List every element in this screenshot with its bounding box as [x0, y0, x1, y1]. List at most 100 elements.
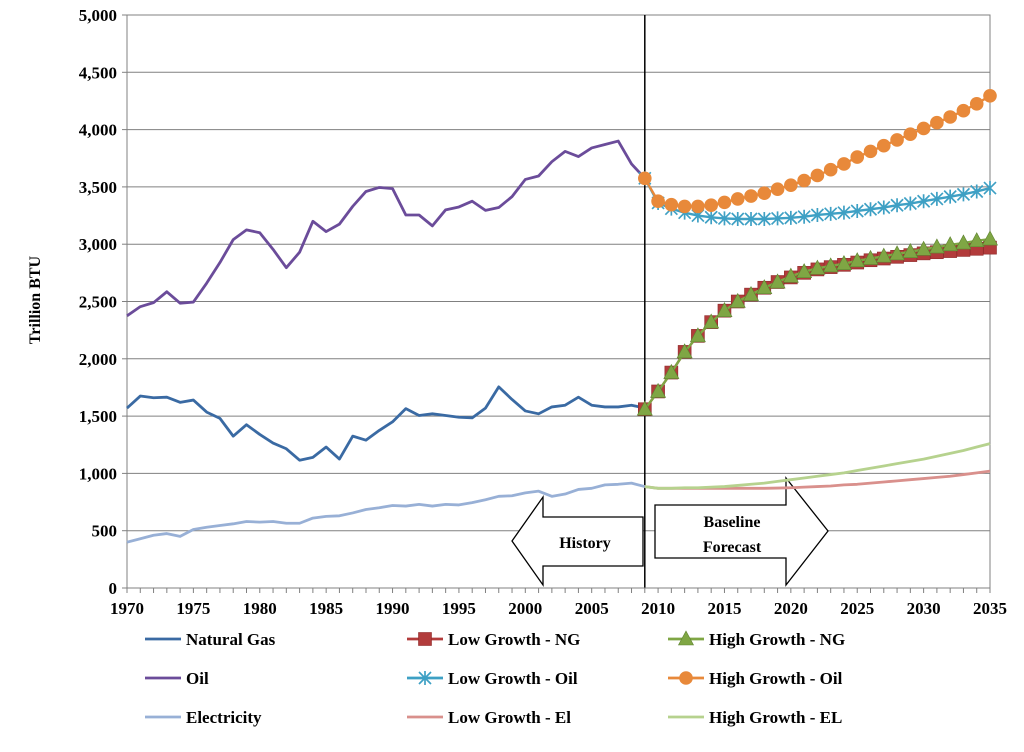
hg_ng-point: [743, 285, 760, 301]
hg_oil-point: [930, 115, 944, 130]
hg_ng-point: [676, 343, 693, 359]
x-tick-label: 1980: [243, 599, 277, 618]
lg_oil-point: [770, 211, 785, 226]
hg_ng-point: [809, 259, 826, 275]
series-oil: [126, 139, 646, 317]
legend-item-lg_el: Low Growth - El: [407, 708, 571, 727]
lg_oil-point: [877, 200, 891, 215]
gridlines: [126, 14, 991, 589]
hg_oil-point: [717, 195, 732, 210]
forecast-label-line2: Forecast: [703, 539, 762, 556]
legend-label: Oil: [186, 669, 209, 688]
forecast-label-line1: Baseline: [704, 514, 761, 531]
lg_oil-point: [837, 205, 851, 220]
legend-label: High Growth - NG: [709, 630, 845, 649]
lg_oil-point: [956, 187, 971, 202]
legend-label: Electricity: [186, 708, 262, 727]
legend-item-ng: Natural Gas: [145, 630, 276, 649]
lg_oil-point: [810, 207, 825, 222]
x-tick-label: 2025: [840, 599, 874, 618]
series-hg_oil: [638, 88, 997, 214]
hg_ng-point: [782, 267, 799, 283]
legend-label: Natural Gas: [186, 630, 276, 649]
series: [126, 88, 999, 544]
legend-label: Low Growth - El: [448, 708, 571, 727]
hg_ng-point: [955, 234, 972, 250]
y-tick-label: 4,500: [79, 63, 117, 82]
hg_oil-point: [677, 199, 692, 214]
hg_oil-point: [664, 197, 679, 212]
hg_ng-point: [796, 263, 813, 279]
hg_ng-point: [703, 313, 720, 329]
hg_ng-point: [663, 363, 680, 379]
x-tick-label: 1975: [176, 599, 210, 618]
lg_oil-point: [890, 198, 904, 213]
legend-item-lg_ng: Low Growth - NG: [407, 630, 580, 649]
lg_oil-point: [744, 211, 758, 226]
legend-swatch-marker: [677, 630, 695, 646]
history-arrow: [511, 494, 644, 588]
hg_el-line: [644, 442, 991, 490]
lg_oil-point: [983, 181, 997, 196]
lg_oil-point: [970, 184, 984, 199]
legend-item-hg_oil: High Growth - Oil: [668, 669, 843, 688]
hg_oil-point: [651, 194, 665, 209]
lg_oil-point: [863, 202, 878, 217]
hg_ng-point: [889, 245, 906, 261]
y-tick-label: 2,000: [79, 350, 117, 369]
y-tick-label: 3,000: [79, 235, 117, 254]
legend-label: High Growth - EL: [709, 708, 842, 727]
hg_oil-line: [643, 94, 991, 208]
y-tick-label: 500: [92, 522, 118, 541]
hg_oil-point: [730, 192, 745, 206]
x-tick-label: 1995: [442, 599, 476, 618]
series-hg_ng: [636, 230, 999, 416]
hg_oil-point: [757, 186, 772, 201]
hg_ng-point: [650, 382, 667, 398]
hg_oil-point: [797, 173, 811, 188]
hg_ng-point: [981, 230, 999, 246]
hg_oil-point: [744, 189, 758, 203]
legend-swatch-marker: [418, 632, 432, 646]
legend-swatch-marker: [418, 671, 432, 685]
y-tick-label: 1,500: [79, 407, 117, 426]
hg_oil-point: [983, 88, 997, 103]
lg_oil-point: [903, 196, 917, 211]
hg_oil-point: [850, 150, 865, 164]
oil-line: [126, 139, 646, 317]
y-axis-title: Trillion BTU: [27, 255, 44, 344]
legend-item-lg_oil: Low Growth - Oil: [407, 669, 578, 688]
hg_oil-point: [823, 162, 838, 177]
hg_ng-point: [915, 240, 932, 256]
x-tick-label: 2030: [907, 599, 941, 618]
hg_ng-point: [968, 232, 985, 248]
lg_oil-point: [731, 211, 745, 226]
hg_ng-point: [849, 252, 866, 268]
series-ng: [126, 385, 646, 462]
hg_oil-point: [784, 178, 798, 192]
x-tick-label: 1970: [110, 599, 144, 618]
hg_oil-point: [916, 121, 931, 136]
lg_oil-point: [704, 210, 718, 225]
legend-item-hg_el: High Growth - EL: [668, 708, 842, 727]
legend-item-el: Electricity: [145, 708, 262, 727]
y-tick-label: 4,000: [79, 121, 117, 140]
hg_oil-point: [638, 171, 652, 186]
hg_oil-point: [890, 133, 904, 147]
lg_oil-point: [824, 206, 838, 221]
hg_ng-point: [636, 400, 653, 416]
hg_oil-point: [863, 144, 878, 159]
hg_oil-point: [876, 138, 891, 153]
lg_oil-point: [757, 211, 771, 226]
series-hg_el: [644, 442, 991, 490]
series-el: [126, 481, 646, 544]
lg_oil-point: [797, 209, 811, 224]
legend: Natural Gas Low Growth - NG High Growth - …: [145, 630, 845, 727]
legend-item-hg_ng: High Growth - NG: [668, 630, 845, 649]
legend-label: Low Growth - Oil: [448, 669, 578, 688]
y-tick-label: 0: [109, 579, 118, 598]
forecast-arrow: [654, 476, 829, 587]
hg_oil-point: [969, 97, 984, 111]
el-line: [126, 481, 646, 544]
